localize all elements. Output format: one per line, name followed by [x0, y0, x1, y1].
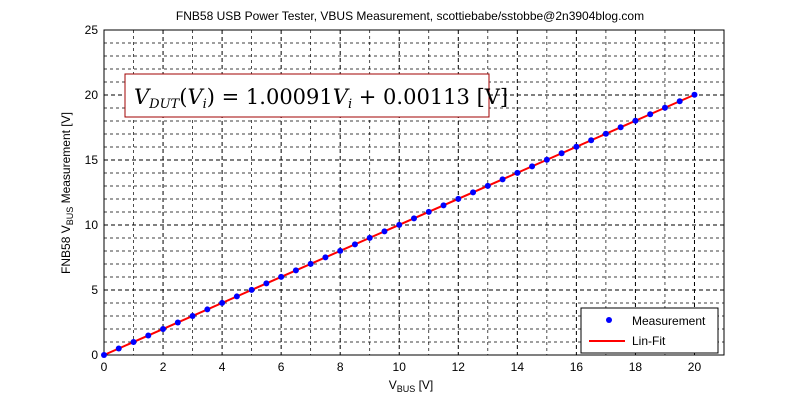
- legend-linfit-label: Lin-Fit: [632, 334, 666, 348]
- measurement-point: [632, 117, 639, 124]
- x-tick-label: 12: [452, 360, 466, 374]
- measurement-point: [292, 267, 299, 274]
- measurement-point: [573, 143, 580, 150]
- measurement-point: [543, 156, 550, 163]
- y-tick-label: 20: [85, 88, 99, 102]
- measurement-point: [233, 293, 240, 300]
- x-tick-label: 0: [101, 360, 108, 374]
- legend-measurement-marker: [606, 317, 612, 323]
- x-tick-label: 2: [160, 360, 167, 374]
- y-axis-label: FNB58 VBUS Measurement [V]: [59, 112, 75, 274]
- chart-title: FNB58 USB Power Tester, VBUS Measurement…: [176, 9, 644, 23]
- x-tick-label: 8: [337, 360, 344, 374]
- legend-frame: [580, 307, 719, 354]
- measurement-point: [351, 241, 358, 248]
- measurement-point: [145, 332, 152, 339]
- measurement-point: [617, 124, 624, 131]
- legend: Measurement Lin-Fit: [580, 307, 719, 354]
- equation-annotation: VDUT(Vi) = 1.00091Vi + 0.00113 [V]: [124, 73, 508, 118]
- x-tick-label: 4: [219, 360, 226, 374]
- measurement-point: [160, 325, 167, 332]
- y-tick-label: 10: [85, 218, 99, 232]
- measurement-point: [558, 150, 565, 157]
- plot-frame: [103, 29, 725, 356]
- measurement-point: [514, 169, 521, 176]
- x-tick-label: 10: [393, 360, 407, 374]
- equation-text: VDUT(Vi) = 1.00091Vi + 0.00113 [V]: [134, 85, 508, 112]
- y-tick-label: 15: [85, 153, 99, 167]
- measurement-point: [189, 312, 196, 319]
- measurement-point: [588, 137, 595, 144]
- axis-ticks: 0 2 4 6 8 10 12 14 16 18 20 0 5 10 15 20 25: [85, 23, 702, 374]
- y-tick-label: 5: [91, 283, 98, 297]
- y-tick-label: 0: [91, 348, 98, 362]
- measurement-point: [602, 130, 609, 137]
- measurement-point: [499, 176, 506, 183]
- measurement-point: [366, 234, 373, 241]
- measurement-point: [396, 221, 403, 228]
- measurement-point: [647, 111, 654, 118]
- measurement-point: [322, 254, 329, 261]
- measurement-point: [263, 280, 270, 287]
- measurement-point: [676, 98, 683, 105]
- measurement-point: [455, 195, 462, 202]
- measurement-point: [470, 189, 477, 196]
- measurement-point: [661, 104, 668, 111]
- measurement-point: [411, 215, 417, 222]
- measurement-point: [337, 247, 344, 254]
- x-tick-label: 20: [688, 360, 702, 374]
- measurement-point: [248, 286, 255, 293]
- measurement-point: [381, 228, 388, 235]
- y-tick-label: 25: [85, 23, 99, 37]
- measurement-point: [130, 338, 137, 345]
- measurement-point: [307, 260, 314, 267]
- x-axis-label: VBUS [V]: [389, 378, 434, 394]
- measurement-point: [440, 202, 447, 209]
- x-tick-label: 14: [511, 360, 525, 374]
- measurement-point: [278, 273, 285, 280]
- x-tick-label: 6: [278, 360, 285, 374]
- equation-frame: [124, 73, 490, 118]
- measurement-point: [174, 319, 181, 326]
- x-tick-label: 18: [629, 360, 643, 374]
- measurement-point: [115, 345, 122, 352]
- measurement-point: [691, 91, 698, 98]
- major-grid: [104, 30, 724, 355]
- measurement-point: [219, 299, 226, 306]
- measurement-point: [101, 351, 107, 358]
- measurement-point: [529, 163, 536, 170]
- measurement-point: [425, 208, 432, 215]
- measurement-point: [204, 306, 211, 313]
- measurement-point: [484, 182, 491, 189]
- series-layer: [101, 91, 698, 358]
- legend-measurement-label: Measurement: [632, 314, 706, 328]
- x-tick-label: 16: [570, 360, 584, 374]
